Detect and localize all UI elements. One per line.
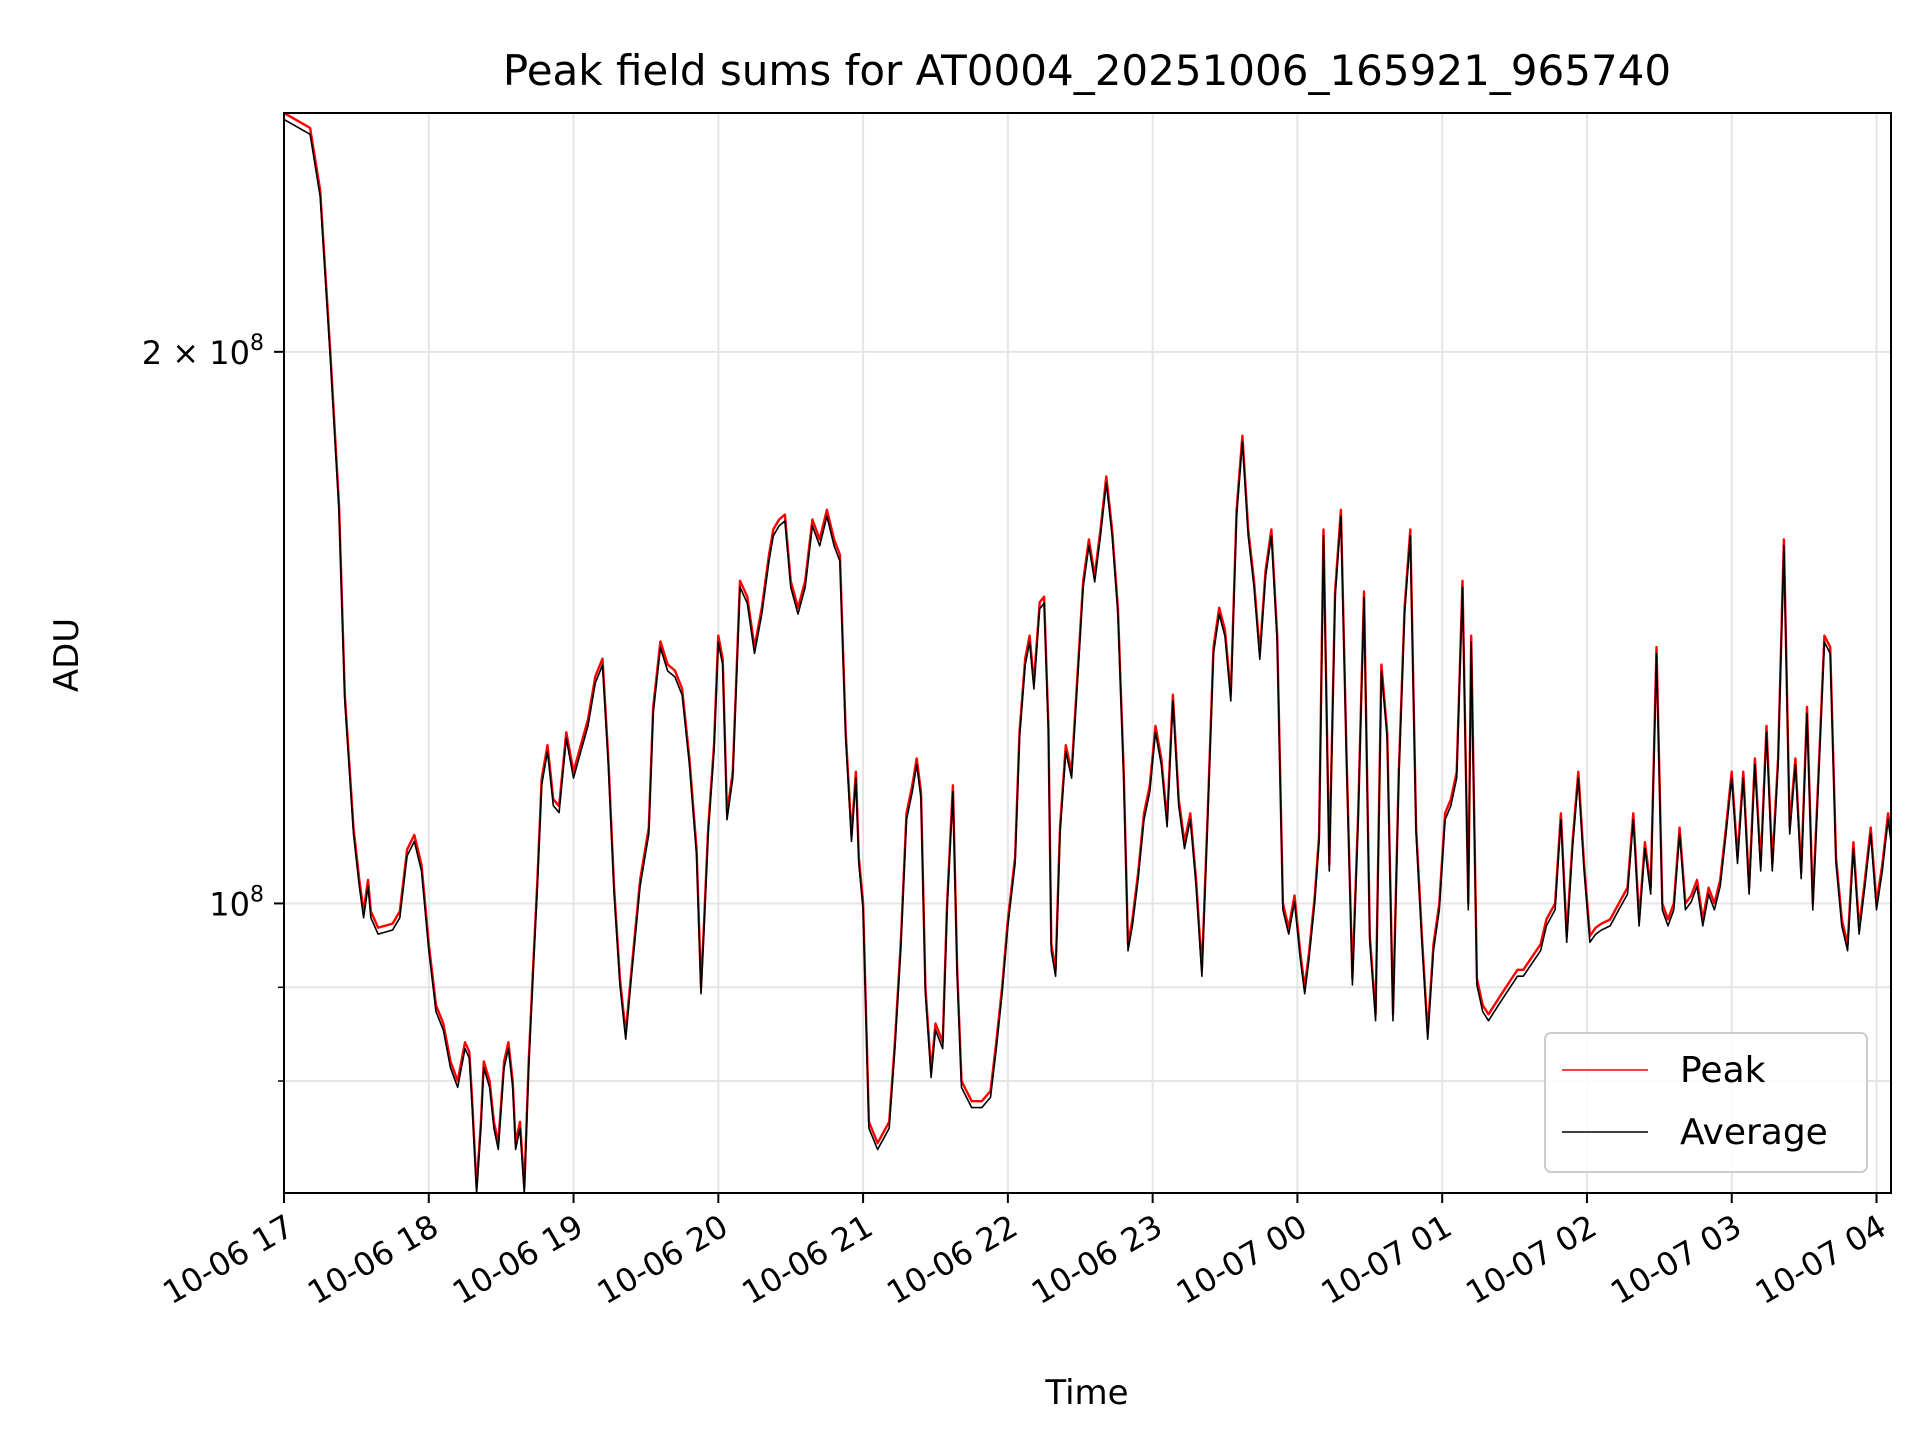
x-tick-label: 10-07 00 <box>1170 1207 1314 1312</box>
x-axis-label: Time <box>1044 1373 1128 1413</box>
x-tick-label: 10-06 17 <box>156 1207 300 1312</box>
x-tick-label: 10-06 18 <box>301 1207 445 1312</box>
x-tick-label: 10-07 01 <box>1315 1207 1459 1312</box>
x-tick-label: 10-06 23 <box>1025 1207 1169 1312</box>
y-tick-label: 108 <box>209 882 264 923</box>
x-tick-label: 10-06 21 <box>735 1207 879 1312</box>
legend-label-average: Average <box>1680 1112 1828 1153</box>
x-tick-label: 10-06 22 <box>880 1207 1024 1312</box>
y-tick-label: 2 × 108 <box>142 331 264 372</box>
x-tick-label: 10-07 04 <box>1749 1207 1893 1312</box>
x-tick-label: 10-06 20 <box>591 1207 735 1312</box>
legend-box <box>1544 1032 1868 1173</box>
y-axis-label: ADU <box>47 618 87 692</box>
line-peak <box>284 113 1891 1189</box>
legend-label-peak: Peak <box>1680 1050 1766 1091</box>
grid <box>283 113 1891 1193</box>
legend: Peak Average <box>1544 1032 1868 1173</box>
plot-frame <box>283 112 1892 1194</box>
x-tick-label: 10-07 03 <box>1604 1207 1748 1312</box>
x-tick-label: 10-06 19 <box>446 1207 590 1312</box>
series-lines <box>284 113 1891 1193</box>
line-average <box>284 118 1891 1193</box>
x-tick-label: 10-07 02 <box>1459 1207 1603 1312</box>
chart-title: Peak field sums for AT0004_20251006_1659… <box>503 46 1671 95</box>
